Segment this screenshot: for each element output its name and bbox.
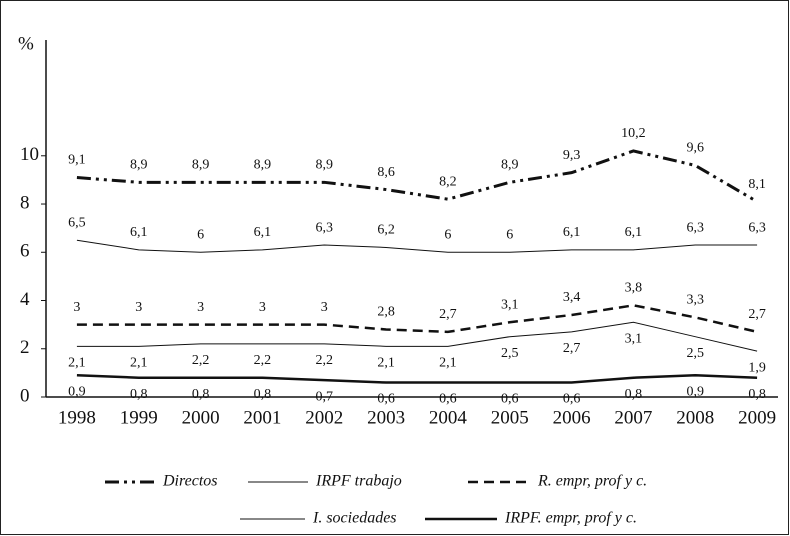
value-label: 2,5	[501, 346, 519, 361]
value-label: 2,8	[377, 305, 395, 320]
value-label: 0,7	[316, 389, 334, 404]
value-label: 9,3	[563, 148, 581, 163]
value-label: 6,3	[687, 220, 705, 235]
value-label: 2,5	[687, 346, 705, 361]
x-tick-label: 1998	[58, 407, 96, 428]
x-tick-label: 2002	[305, 407, 343, 428]
y-tick-label: 8	[20, 192, 30, 213]
value-label: 10,2	[621, 126, 646, 141]
value-label: 3,1	[501, 297, 519, 312]
value-label: 0,8	[748, 387, 766, 402]
value-label: 2,1	[68, 356, 86, 371]
value-label: 0,9	[68, 385, 86, 400]
value-label: 6	[444, 227, 451, 242]
value-label: 2,7	[748, 307, 766, 322]
value-label: 6,1	[130, 225, 148, 240]
x-tick-label: 2003	[367, 407, 405, 428]
legend-label: Directos	[162, 473, 218, 490]
y-tick-label: 2	[20, 337, 30, 358]
value-label: 0,9	[687, 385, 705, 400]
value-label: 6,1	[254, 225, 272, 240]
value-label: 8,6	[377, 165, 395, 180]
value-label: 2,1	[439, 356, 457, 371]
value-label: 6,3	[316, 220, 334, 235]
x-tick-label: 2005	[491, 407, 529, 428]
value-label: 8,9	[316, 158, 334, 173]
series-line	[76, 321, 758, 352]
value-label: 6,1	[563, 225, 581, 240]
value-label: 0,8	[192, 387, 210, 402]
y-tick-label: 0	[20, 385, 30, 406]
value-label: 2,2	[316, 353, 334, 368]
x-tick-label: 2001	[243, 407, 281, 428]
value-label: 3,3	[687, 293, 705, 308]
value-label: 2,7	[439, 307, 457, 322]
value-label: 0,8	[254, 387, 272, 402]
value-label: 3,4	[563, 290, 581, 305]
legend-label: IRPF trabajo	[315, 473, 402, 490]
y-tick-label: 6	[20, 241, 30, 262]
value-label: 3	[197, 300, 204, 315]
value-label: 3	[259, 300, 266, 315]
x-tick-label: 2000	[182, 407, 220, 428]
y-tick-label: 10	[20, 144, 39, 165]
value-label: 3	[135, 300, 142, 315]
value-label: 2,1	[130, 356, 148, 371]
value-label: 6,2	[377, 223, 395, 238]
value-label: 6,3	[748, 220, 766, 235]
x-tick-label: 2007	[614, 407, 652, 428]
value-label: 3	[321, 300, 328, 315]
value-label: 8,9	[192, 158, 210, 173]
value-label: 6	[506, 227, 513, 242]
value-label: 1,9	[748, 360, 766, 375]
legend-label: I. sociedades	[312, 510, 397, 527]
series-line	[76, 239, 758, 253]
value-label: 6,5	[68, 215, 86, 230]
value-label: 3	[73, 300, 80, 315]
series-line	[76, 149, 758, 203]
x-tick-label: 1999	[120, 407, 158, 428]
value-label: 8,2	[439, 174, 457, 189]
value-label: 2,2	[254, 353, 272, 368]
value-label: 0,6	[439, 392, 457, 407]
x-tick-label: 2006	[553, 407, 591, 428]
value-label: 8,9	[130, 158, 148, 173]
series-line	[76, 304, 758, 334]
value-label: 9,6	[687, 141, 705, 156]
x-tick-label: 2008	[676, 407, 714, 428]
value-label: 0,8	[130, 387, 148, 402]
value-label: 0,8	[625, 387, 643, 402]
value-label: 2,7	[563, 341, 581, 356]
value-label: 6	[197, 227, 204, 242]
value-label: 9,1	[68, 153, 86, 168]
value-label: 6,1	[625, 225, 643, 240]
y-axis-label: %	[18, 33, 34, 54]
value-label: 0,6	[377, 392, 395, 407]
y-tick-label: 4	[20, 289, 30, 310]
value-label: 2,1	[377, 356, 395, 371]
value-label: 0,6	[501, 392, 519, 407]
legend-label: R. empr, prof y c.	[537, 473, 647, 490]
x-tick-label: 2004	[429, 407, 468, 428]
value-label: 8,1	[748, 177, 766, 192]
value-label: 2,2	[192, 353, 210, 368]
legend-label: IRPF. empr, prof y c.	[504, 510, 637, 527]
value-label: 3,8	[625, 281, 643, 296]
value-label: 8,9	[501, 158, 519, 173]
value-label: 3,1	[625, 331, 643, 346]
series-line	[76, 374, 758, 384]
value-label: 0,6	[563, 392, 581, 407]
value-label: 8,9	[254, 158, 272, 173]
x-tick-label: 2009	[738, 407, 776, 428]
